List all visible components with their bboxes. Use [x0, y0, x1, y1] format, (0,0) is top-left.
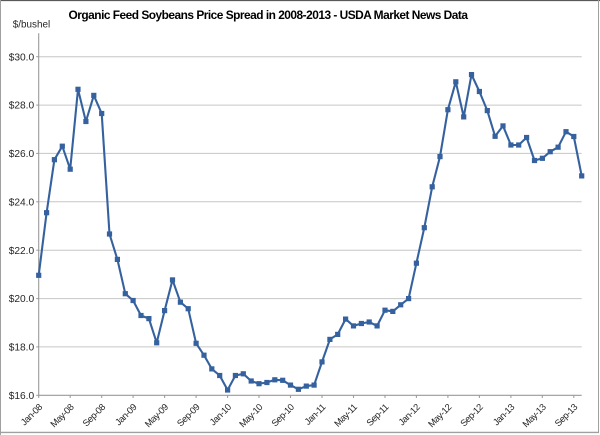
svg-text:$20.0: $20.0 [9, 294, 35, 305]
svg-text:$/bushel: $/bushel [13, 19, 50, 30]
svg-text:$22.0: $22.0 [9, 246, 35, 257]
svg-text:$30.0: $30.0 [9, 52, 35, 63]
svg-text:$24.0: $24.0 [9, 197, 35, 208]
svg-text:$18.0: $18.0 [9, 343, 35, 354]
svg-text:$16.0: $16.0 [9, 391, 35, 402]
svg-text:Organic Feed Soybeans Price Sp: Organic Feed Soybeans Price Spread in 20… [69, 8, 469, 22]
svg-text:$28.0: $28.0 [9, 101, 35, 112]
svg-text:$26.0: $26.0 [9, 149, 35, 160]
